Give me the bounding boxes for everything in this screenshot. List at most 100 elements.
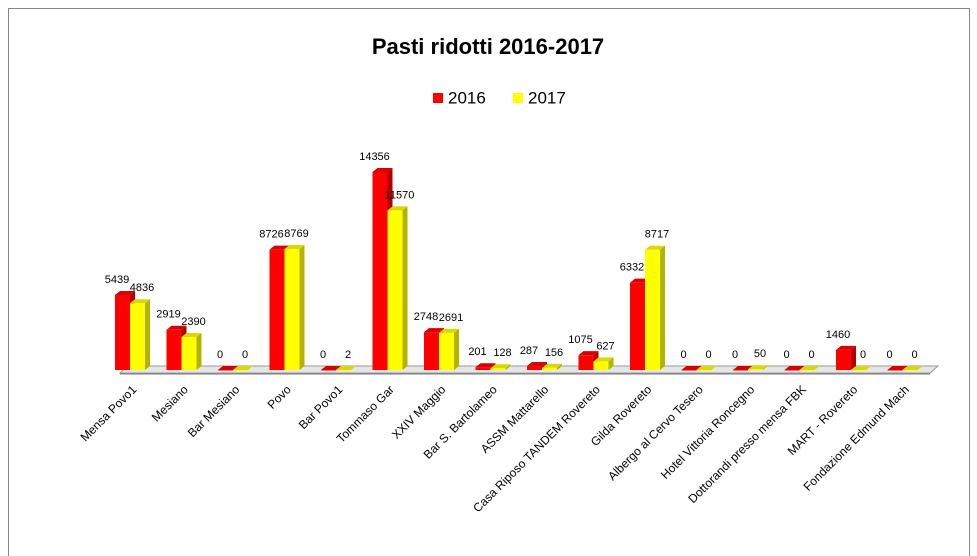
bar-front (218, 370, 233, 371)
value-label: 2 (345, 349, 351, 361)
value-label: 8769 (284, 228, 308, 240)
bar-top (336, 365, 356, 370)
bar-top (233, 366, 253, 370)
bar-front (166, 329, 182, 370)
bar-side (454, 328, 459, 370)
bar (284, 245, 305, 370)
bar (799, 366, 820, 371)
bar-top (115, 290, 135, 295)
value-label: 8717 (645, 229, 669, 241)
bar (902, 366, 923, 371)
bar-top (269, 245, 290, 250)
value-label: 0 (732, 349, 738, 361)
bar-top (681, 366, 702, 370)
bar-top (902, 366, 923, 370)
bar (593, 357, 614, 370)
legend-swatch (513, 93, 523, 103)
bar-top (784, 366, 805, 370)
bar-side (196, 333, 202, 370)
bar-front (115, 294, 130, 370)
bar-top (748, 365, 768, 370)
bar (887, 366, 908, 371)
bar-side (660, 245, 665, 370)
bar-front (542, 367, 557, 370)
bar-top (372, 168, 393, 172)
bar-front (836, 349, 851, 370)
bar-front (269, 249, 285, 370)
bar-side (763, 365, 768, 370)
bar-front (578, 355, 594, 370)
bar-top (645, 245, 665, 250)
value-label: 2919 (156, 309, 180, 321)
bar-front (887, 370, 903, 371)
value-label: 287 (520, 345, 538, 357)
bar-front (784, 370, 800, 371)
bar (733, 366, 753, 371)
bar-front (696, 370, 712, 371)
bar (490, 364, 511, 370)
value-label: 0 (705, 349, 711, 361)
bar-top (696, 366, 717, 370)
bar (681, 366, 702, 371)
bar-top (593, 357, 614, 362)
bar-front (645, 249, 660, 370)
value-label: 1075 (568, 334, 592, 346)
value-label: 11570 (385, 189, 415, 201)
bar-top (836, 345, 856, 350)
bar-front (336, 369, 351, 371)
value-label: 1460 (826, 329, 850, 341)
value-label: 0 (680, 349, 686, 361)
bar-top (321, 366, 341, 370)
legend-swatch (433, 93, 443, 103)
bar-top (490, 364, 511, 369)
bar-side (608, 357, 614, 370)
bar-front (475, 367, 491, 370)
value-label: 2691 (439, 312, 463, 324)
value-label: 5439 (105, 274, 129, 286)
bar-front (439, 332, 454, 370)
bar-top (166, 325, 187, 330)
bar (439, 328, 459, 370)
bar-front (321, 370, 336, 371)
bar-side (145, 299, 150, 370)
value-label: 6332 (620, 262, 644, 274)
bar-front (630, 282, 645, 370)
bar (218, 366, 238, 371)
bar (748, 365, 768, 370)
chart-title: Pasti ridotti 2016-2017 (372, 34, 604, 59)
bar-front (284, 249, 300, 370)
value-label: 50 (754, 348, 766, 360)
bar-side (505, 364, 511, 370)
bar-front (733, 370, 748, 371)
bar-front (527, 366, 542, 370)
legend-label: 2017 (528, 88, 566, 107)
bar-front (902, 370, 918, 371)
bar-top (542, 363, 562, 368)
bar-front (851, 370, 866, 371)
value-label: 8726 (259, 229, 283, 241)
bar-top (851, 366, 871, 370)
bar-front (593, 361, 609, 370)
chart-frame (8, 8, 970, 556)
value-label: 4836 (130, 282, 154, 294)
bar (851, 366, 871, 371)
bar-front (748, 369, 763, 370)
bar-top (439, 328, 459, 333)
value-label: 128 (493, 347, 511, 359)
bar-side (851, 345, 856, 370)
value-label: 2390 (181, 316, 205, 328)
value-label: 0 (320, 349, 326, 361)
bar-top (527, 362, 547, 367)
bar-side (299, 245, 305, 370)
bar-front (490, 368, 506, 370)
bar-side (351, 365, 356, 370)
value-label: 0 (217, 349, 223, 361)
bar (542, 363, 562, 370)
value-label: 2748 (414, 311, 438, 323)
value-label: 0 (886, 349, 892, 361)
bar-front (424, 332, 439, 370)
bar-top (578, 351, 599, 356)
bar-top (733, 366, 753, 370)
bar (181, 333, 202, 370)
